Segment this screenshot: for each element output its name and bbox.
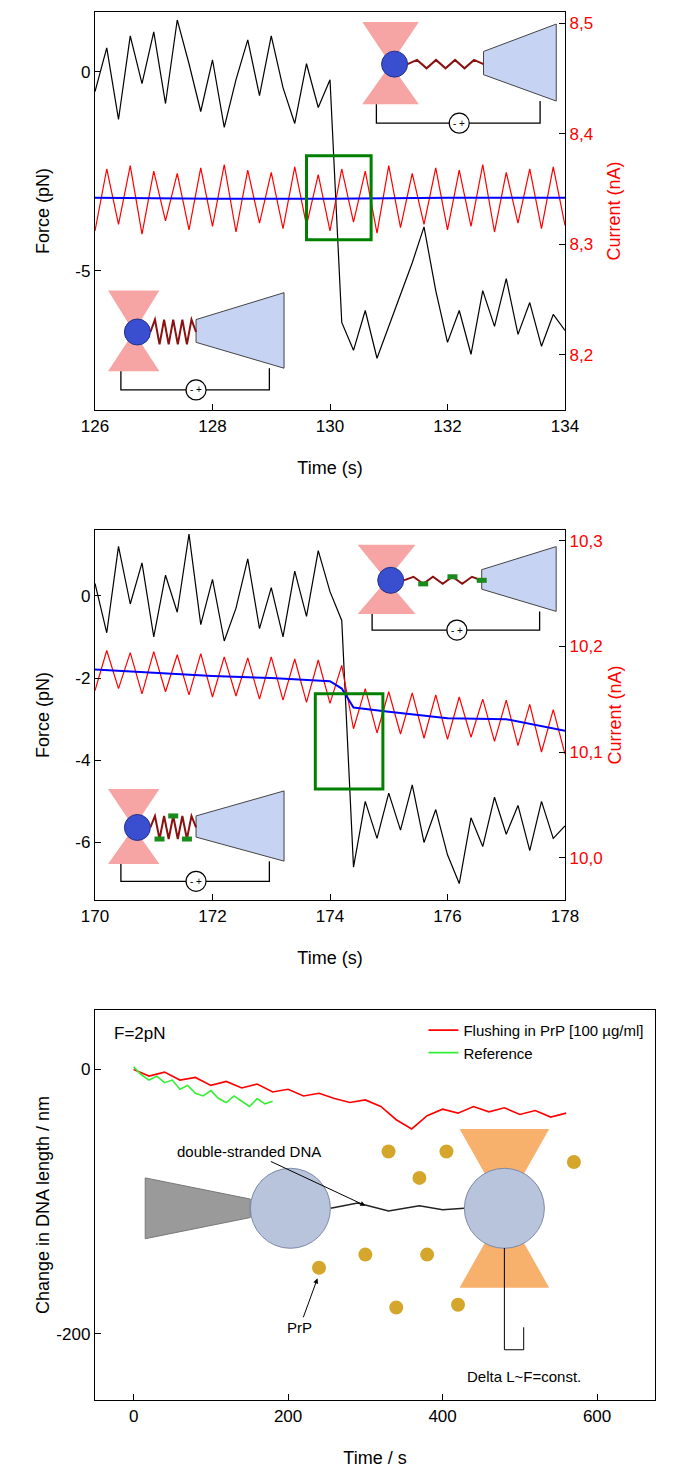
svg-text:10,1: 10,1 (570, 743, 603, 762)
svg-text:Flushing in PrP [100 µg/ml]: Flushing in PrP [100 µg/ml] (463, 1022, 643, 1039)
svg-text:200: 200 (274, 1407, 302, 1426)
svg-text:128: 128 (198, 417, 226, 436)
svg-text:Current (nA): Current (nA) (604, 161, 624, 260)
svg-text:0: 0 (81, 63, 90, 82)
svg-text:176: 176 (433, 907, 461, 926)
svg-text:-6: -6 (75, 833, 90, 852)
svg-text:PrP: PrP (287, 1319, 312, 1336)
svg-text:0: 0 (129, 1407, 138, 1426)
svg-text:Force (pN): Force (pN) (33, 168, 53, 254)
svg-text:Reference: Reference (463, 1045, 532, 1062)
svg-text:400: 400 (428, 1407, 456, 1426)
svg-text:8,2: 8,2 (570, 346, 594, 365)
svg-text:0: 0 (81, 587, 90, 606)
svg-text:-5: -5 (75, 262, 90, 281)
svg-text:600: 600 (583, 1407, 611, 1426)
svg-text:8,3: 8,3 (570, 235, 594, 254)
svg-text:- +: - + (453, 118, 465, 129)
svg-text:- +: - + (451, 625, 463, 636)
svg-text:F=2pN: F=2pN (114, 1024, 166, 1043)
svg-text:Force (pN): Force (pN) (33, 672, 53, 758)
svg-text:10,2: 10,2 (570, 637, 603, 656)
svg-text:Delta L~F=const.: Delta L~F=const. (467, 1368, 581, 1385)
svg-text:Change in DNA length / nm: Change in DNA length / nm (33, 1096, 53, 1314)
svg-text:Time (s): Time (s) (297, 948, 362, 968)
svg-text:Current (nA): Current (nA) (605, 665, 625, 764)
svg-text:8,4: 8,4 (570, 125, 594, 144)
svg-text:-200: -200 (56, 1325, 90, 1344)
svg-text:174: 174 (316, 907, 344, 926)
svg-text:Time / s: Time / s (343, 1448, 406, 1468)
svg-text:178: 178 (551, 907, 579, 926)
svg-text:170: 170 (81, 907, 109, 926)
svg-text:0: 0 (81, 1060, 90, 1079)
svg-text:- +: - + (190, 384, 202, 395)
svg-text:-4: -4 (75, 751, 90, 770)
svg-text:10,3: 10,3 (570, 532, 603, 551)
svg-text:8,5: 8,5 (570, 14, 594, 33)
svg-text:-2: -2 (75, 669, 90, 688)
svg-text:126: 126 (81, 417, 109, 436)
svg-text:Time (s): Time (s) (297, 458, 362, 478)
svg-text:134: 134 (551, 417, 579, 436)
svg-text:- +: - + (190, 876, 202, 887)
svg-text:10,0: 10,0 (570, 849, 603, 868)
svg-text:172: 172 (198, 907, 226, 926)
svg-text:132: 132 (433, 417, 461, 436)
svg-text:130: 130 (316, 417, 344, 436)
svg-text:double-stranded DNA: double-stranded DNA (177, 1143, 321, 1160)
